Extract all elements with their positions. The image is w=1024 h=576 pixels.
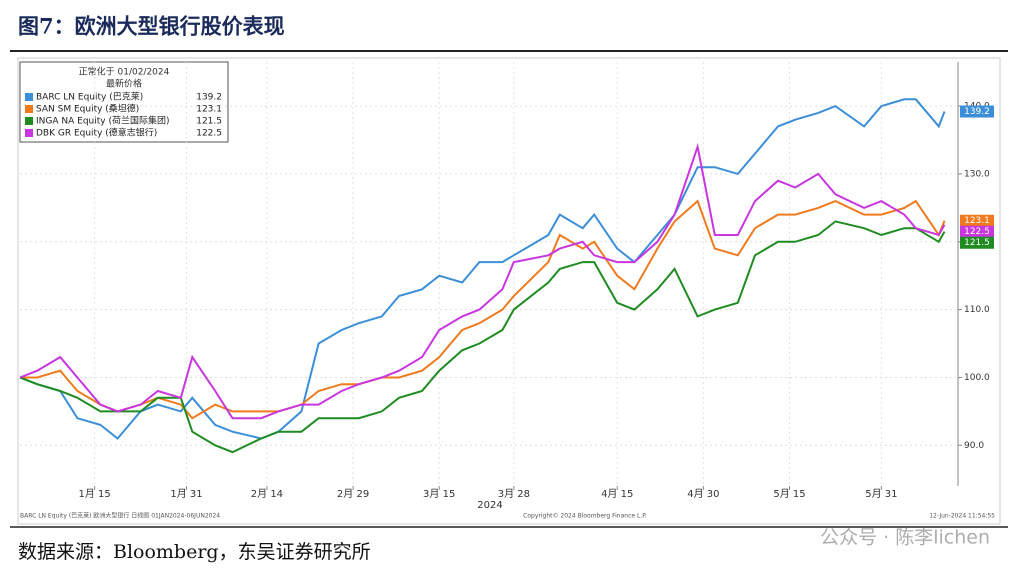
y-tick-label: 100.0 (964, 373, 990, 383)
footer-left: BARC LN Equity (巴克莱) 欧洲大型银行 日线图 01JAN202… (20, 512, 220, 520)
x-tick-label: 4月 30 (687, 488, 719, 500)
legend-label: INGA NA Equity (荷兰国际集团) (36, 115, 169, 127)
x-tick-label: 3月 28 (498, 488, 530, 500)
x-tick-label: 5月 31 (865, 488, 897, 500)
value-tag (960, 225, 994, 238)
x-tick-label: 1月 31 (170, 488, 202, 500)
legend-header: 最新价格 (106, 78, 142, 90)
legend-value: 121.5 (196, 117, 222, 127)
value-tag (960, 214, 994, 227)
x-tick-label: 5月 15 (773, 488, 805, 500)
value-tag (960, 105, 994, 118)
footer-right: 12-Jun-2024 11:54:55 (929, 513, 995, 520)
legend-value: 139.2 (196, 93, 222, 103)
footer-center: Copyright© 2024 Bloomberg Finance L.P. (523, 513, 647, 520)
legend-label: SAN SM Equity (桑坦德) (36, 103, 139, 115)
legend-box (19, 61, 229, 143)
legend-swatch (25, 129, 33, 137)
legend-value: 123.1 (196, 105, 222, 115)
chart-title: 图7：欧洲大型银行股价表现 (18, 14, 285, 39)
x-year-label: 2024 (477, 500, 502, 511)
value-tag-label: 123.1 (964, 216, 990, 226)
x-tick-label: 2月 29 (337, 488, 369, 500)
series-line (20, 199, 946, 420)
y-tick-label: 90.0 (964, 441, 984, 451)
y-tick-label: 110.0 (964, 305, 990, 315)
legend-swatch (25, 93, 33, 101)
source-note: 数据来源：Bloomberg，东吴证券研究所 (18, 541, 371, 563)
x-tick-label: 4月 15 (601, 488, 633, 500)
x-tick-label: 3月 15 (423, 488, 455, 500)
legend-label: BARC LN Equity (巴克莱) (36, 91, 143, 103)
value-tag (960, 236, 994, 249)
series-line (19, 220, 946, 454)
value-tag-label: 121.5 (964, 238, 990, 248)
watermark: 公众号 · 陈李lichen (820, 527, 990, 549)
legend-swatch (25, 117, 33, 125)
series-line (19, 142, 946, 420)
x-tick-label: 1月 15 (79, 488, 111, 500)
x-tick-label: 2月 14 (251, 488, 283, 500)
series-line (19, 98, 946, 440)
legend-value: 122.5 (196, 129, 222, 139)
legend-header: 正常化于 01/02/2024 (79, 66, 170, 78)
legend-swatch (25, 105, 33, 113)
legend-label: DBK GR Equity (德意志银行) (36, 127, 157, 139)
value-tag-label: 122.5 (964, 227, 990, 237)
y-tick-label: 130.0 (964, 169, 990, 179)
value-tag-label: 139.2 (964, 107, 990, 117)
